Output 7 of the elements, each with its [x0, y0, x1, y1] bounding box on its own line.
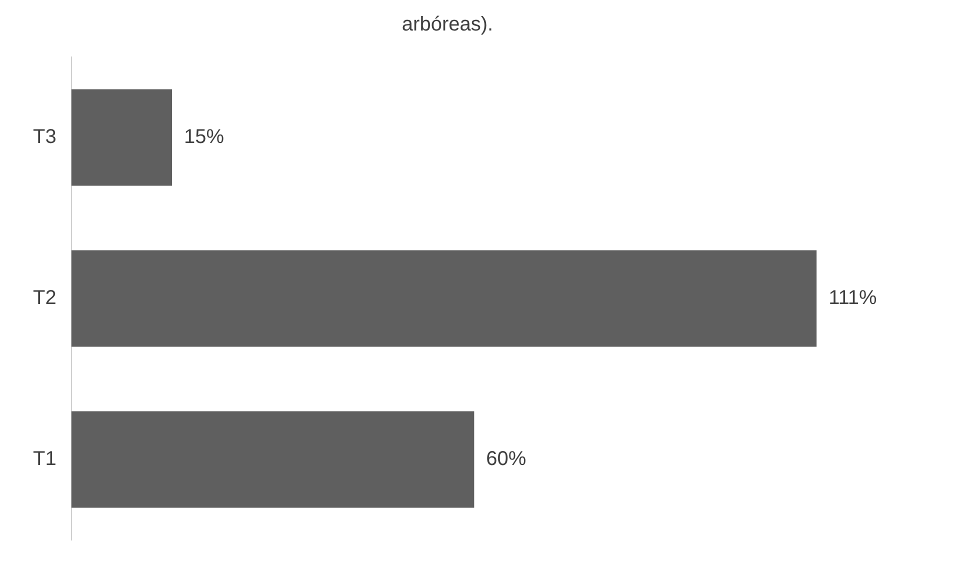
y-tick-label: T2	[32, 287, 56, 310]
chart-title: arbóreas).	[402, 14, 494, 36]
data-label: 15%	[184, 126, 224, 148]
y-tick-label: T3	[32, 126, 56, 148]
data-label: 60%	[486, 448, 526, 470]
y-tick-label: T1	[32, 448, 56, 470]
data-label: 111%	[828, 287, 877, 310]
